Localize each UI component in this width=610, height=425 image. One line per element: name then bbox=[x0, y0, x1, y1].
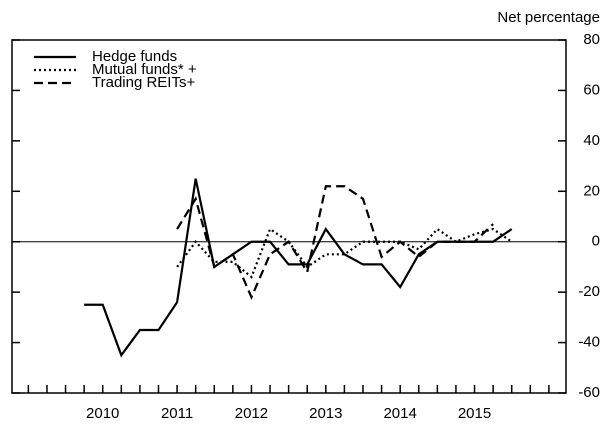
series-line bbox=[84, 178, 513, 358]
legend-label: Trading REITs+ bbox=[92, 74, 195, 91]
y-tick-label: 40 bbox=[583, 132, 600, 149]
y-axis-label: Net percentage bbox=[497, 9, 600, 26]
y-tick-label: 60 bbox=[583, 81, 600, 98]
x-tick-label: 2011 bbox=[161, 405, 193, 422]
x-tick-label: 2012 bbox=[235, 405, 268, 422]
y-tick-label: -20 bbox=[578, 283, 600, 300]
plot-frame bbox=[11, 39, 567, 394]
x-tick-label: 2010 bbox=[86, 405, 119, 422]
y-tick-label: -60 bbox=[578, 384, 600, 401]
legend-label: Hedge funds bbox=[92, 48, 177, 65]
y-tick-label: -40 bbox=[578, 334, 600, 351]
x-tick-label: 2013 bbox=[309, 405, 342, 422]
y-tick-label: 20 bbox=[583, 182, 600, 199]
legend-label: Mutual funds* + bbox=[92, 61, 197, 78]
x-tick-label: 2014 bbox=[383, 405, 416, 422]
y-tick-label: 80 bbox=[583, 31, 600, 48]
x-tick-label: 2015 bbox=[458, 405, 491, 422]
y-tick-label: 0 bbox=[592, 233, 600, 250]
